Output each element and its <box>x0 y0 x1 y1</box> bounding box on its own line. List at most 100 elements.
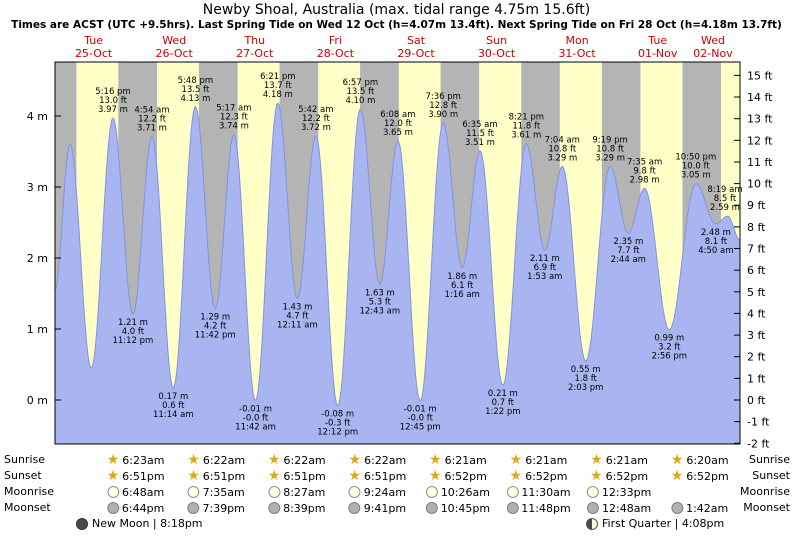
sunrise-time: 6:21am <box>605 453 648 467</box>
tide-annotation: 3.29 m <box>547 153 577 163</box>
tide-annotation: -0.01 m <box>404 405 437 415</box>
tide-annotation: 12:11 am <box>277 321 318 331</box>
sunset-star-icon: ★ <box>348 468 361 484</box>
y-axis-left-label: 4 m <box>27 110 48 123</box>
tide-annotation: 8:21 pm <box>509 113 544 123</box>
moonrise-icon <box>425 486 438 498</box>
sunset-entry: ★ 6:51pm <box>268 468 326 484</box>
tide-annotation: 6:57 pm <box>343 78 378 88</box>
sunrise-star-icon: ★ <box>106 452 120 468</box>
moonrise-icon <box>586 486 599 498</box>
sunset-time: 6:51pm <box>363 469 407 483</box>
moonset-time: 12:48am <box>602 501 652 515</box>
y-axis-right-label: 12 ft <box>747 134 773 147</box>
first-quarter-text: First Quarter | 4:08pm <box>602 517 725 530</box>
sunrise-entry: ★ 6:20am <box>671 452 729 468</box>
tide-annotation: 13.5 ft <box>346 87 374 97</box>
moonrise-time: 9:24am <box>363 485 406 499</box>
y-axis-left-label: 2 m <box>27 252 48 265</box>
y-axis-right-label: 1 ft <box>747 372 766 385</box>
y-axis-right-label: 8 ft <box>747 221 766 234</box>
y-axis-right-label: 2 ft <box>747 351 766 364</box>
sunrise-time: 6:22am <box>364 453 407 467</box>
tide-annotation: 3.65 m <box>383 128 413 138</box>
tide-annotation: 3.05 m <box>681 171 711 181</box>
tide-annotation: 6.9 ft <box>534 263 557 273</box>
moonrise-row: Moonrise Moonrise 6:48am 7:35am 8:27am 9:24… <box>0 484 793 500</box>
sunrise-entry: ★ 6:21am <box>510 452 568 468</box>
tide-annotation: 4.18 m <box>263 90 293 100</box>
day-label-weekday: Fri <box>329 34 342 47</box>
moonrise-icon <box>268 486 281 498</box>
tide-annotation: 12.2 ft <box>138 115 166 125</box>
sunset-entry: ★ 6:52pm <box>429 468 487 484</box>
moonset-time: 10:45pm <box>440 501 491 515</box>
tide-annotation: 13.7 ft <box>264 81 292 91</box>
tide-annotation: -0.0 ft <box>407 414 433 424</box>
moonrise-time: 6:48am <box>122 485 165 499</box>
sunset-entry: ★ 6:52pm <box>671 468 729 484</box>
moonrise-time: 12:33pm <box>601 485 652 499</box>
tide-annotation: 3.51 m <box>465 138 495 148</box>
first-quarter-icon <box>586 517 598 530</box>
moonrise-row-label-left: Moonrise <box>4 485 54 498</box>
tide-annotation: 7:35 am <box>627 157 662 167</box>
sunset-time: 6:52pm <box>605 469 649 483</box>
sunrise-entry: ★ 6:21am <box>429 452 487 468</box>
tide-annotation: 10.8 ft <box>548 144 576 154</box>
tide-annotation: 5:16 pm <box>95 87 130 97</box>
sunrise-star-icon: ★ <box>670 452 684 468</box>
tide-annotation: 3.2 ft <box>658 343 681 353</box>
sunset-time: 6:51pm <box>202 469 246 483</box>
moonset-time: 9:41pm <box>363 501 407 515</box>
y-axis-right-label: 13 ft <box>747 113 773 126</box>
sunset-star-icon: ★ <box>590 468 603 484</box>
y-axis-right-label: -2 ft <box>747 437 770 450</box>
sunrise-row-label-right: Sunrise <box>748 453 790 466</box>
tide-annotation: -0.01 m <box>239 405 272 415</box>
tide-annotation: 1.63 m <box>365 288 395 298</box>
day-label-date: 31-Oct <box>558 47 596 60</box>
moonset-icon <box>671 502 684 514</box>
spring-tide-subtitle: Times are ACST (UTC +9.5hrs). Last Sprin… <box>11 19 782 31</box>
tide-annotation: 2.11 m <box>530 254 560 264</box>
tide-annotation: 6:35 am <box>462 120 497 130</box>
tide-annotation: 11:42 am <box>235 423 276 433</box>
moonrise-entry: 8:27am <box>268 484 325 500</box>
moonrise-entry: 7:35am <box>187 484 245 500</box>
sunrise-row-label-left: Sunrise <box>4 453 46 466</box>
sunset-entry: ★ 6:51pm <box>348 468 406 484</box>
day-label-weekday: Sat <box>407 34 426 47</box>
sunset-entry: ★ 6:51pm <box>187 468 245 484</box>
day-label-date: 01-Nov <box>638 47 678 60</box>
sunset-star-icon: ★ <box>670 468 684 484</box>
moonset-entry: 9:41pm <box>348 500 407 516</box>
tide-annotation: -0.3 ft <box>325 419 351 429</box>
tide-annotation: 8.1 ft <box>705 237 728 247</box>
plot-border <box>54 61 741 445</box>
sunset-star-icon: ★ <box>187 468 200 484</box>
tide-annotation: 12.3 ft <box>220 113 248 123</box>
tide-annotation: 2.59 m <box>710 203 740 213</box>
moonset-entry: 8:39pm <box>268 500 326 516</box>
tide-annotation: 3.97 m <box>98 105 128 115</box>
tide-annotation: 12.2 ft <box>302 114 330 124</box>
y-axis-right-label: 9 ft <box>747 199 766 212</box>
moonset-row: Moonset Moonset 6:44pm 7:39pm 8:39pm 9:41pm… <box>0 500 793 516</box>
sunset-star-icon: ★ <box>106 468 120 484</box>
day-label-date: 30-Oct <box>478 47 516 60</box>
tide-annotation: 12:12 pm <box>317 428 358 438</box>
sunrise-time: 6:22am <box>202 453 246 467</box>
moonset-time: 1:42am <box>686 501 729 515</box>
sunset-row: Sunset Sunset ★ 6:51pm ★ 6:51pm ★ 6:51pm ★ 6:51… <box>0 468 793 484</box>
y-axis-right-label: 4 ft <box>747 307 766 320</box>
sunrise-entry: ★ 6:22am <box>349 452 407 468</box>
tide-annotation: 13.5 ft <box>181 85 209 95</box>
page-title: Newby Shoal, Australia (max. tidal range… <box>202 2 591 18</box>
tide-annotation: 0.7 ft <box>492 398 515 408</box>
tide-annotation: 12.0 ft <box>384 119 412 129</box>
tide-annotation: 1.21 m <box>118 318 148 328</box>
tide-annotation: 3.74 m <box>219 122 249 132</box>
moonset-icon <box>425 502 438 514</box>
tide-annotation: 2:44 am <box>611 255 646 265</box>
